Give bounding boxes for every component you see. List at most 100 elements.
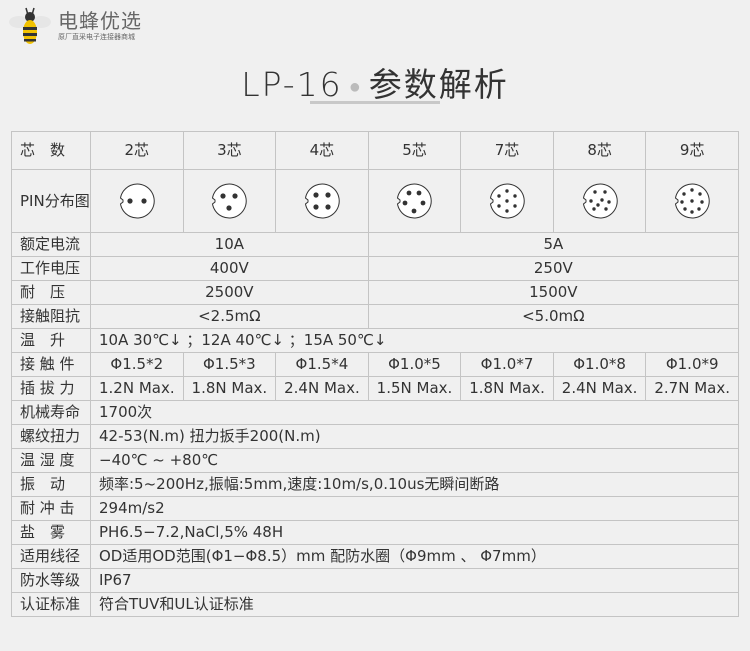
pin-dot [595,203,600,207]
pin-dot [313,204,319,210]
pin-dot [505,189,509,193]
core-count: 8芯 [552,131,647,170]
pin-dot [417,190,422,196]
pin-dot [513,204,517,208]
core-count: 4芯 [275,131,369,170]
table-row: 芯 数 2芯 3芯 4芯 5芯 7芯 8芯 9芯 [11,131,739,170]
cell-value: 1.8N Max. [182,376,277,401]
table-row: 工作电压 400V 250V [11,256,740,281]
pin-dot [497,204,501,208]
cell-value: 10A 30℃↓ ；12A 40℃↓ ；15A 50℃↓ [90,328,739,353]
table-row: 振 动频率:5~200Hz,振幅:5mm,速度:10m/s,0.10us无瞬间断… [11,472,739,497]
table-row: 耐 冲 击 294m/s2 [11,496,739,521]
pin-dot [325,192,331,198]
title-separator: ● [348,74,363,98]
pin-layout-8-icon [582,183,618,219]
table-row: 防水等级 IP67 [11,568,739,593]
row-label: 额定电流 [11,232,91,257]
core-count: 2芯 [90,131,184,170]
pin-dot [141,198,147,204]
row-label: 工作电压 [11,256,91,281]
pin-dot [412,208,417,214]
pin-dot [407,190,412,196]
row-label: 适用线径 [11,544,91,569]
pin-diagram-cell [90,169,184,233]
pin-diagram-cell [552,169,647,233]
spec-table: 芯 数 2芯 3芯 4芯 5芯 7芯 8芯 9芯 PIN分布图 额定电流 10A… [11,131,740,617]
pin-diagram-cell [367,169,462,233]
cell-value: PH6.5−7.2,NaCl,5% 48H [90,520,739,545]
pin-dot [698,192,702,196]
brand-slogan: 原厂直采电子连接器商城 [58,33,135,41]
table-row: 温 升 10A 30℃↓ ；12A 40℃↓ ；15A 50℃↓ [11,328,739,353]
pin-dot [232,193,238,199]
logo: 电蜂优选 原厂直采电子连接器商城 [8,6,142,46]
pin-layout-4-icon [304,183,340,219]
cell-value: 5A [367,232,740,257]
core-count: 5芯 [367,131,462,170]
cell-value: Φ1.0*9 [645,352,739,377]
table-row: 螺纹扭力 42-53(N.m) 扭力扳手200(N.m) [11,424,739,449]
row-label: 螺纹扭力 [11,424,91,449]
cell-value: 2.7N Max. [645,376,739,401]
cell-value: 1.5N Max. [367,376,462,401]
page-title: LP-16 ● 参数解析 [0,58,750,106]
cell-value: 2.4N Max. [552,376,647,401]
table-row: 温 湿 度 −40℃ ~ +80℃ [11,448,739,473]
pin-dot [682,192,686,196]
cell-value: OD适用OD范围(Φ1−Φ8.5）mm 配防水圈（Φ9mm 、 Φ7mm） [90,544,739,569]
pin-dot [697,207,701,211]
pin-dot [497,194,501,198]
row-label: 机械寿命 [11,400,91,425]
cell-value: Φ1.0*7 [460,352,554,377]
table-row: 盐 雾 PH6.5−7.2,NaCl,5% 48H [11,520,739,545]
cell-value: Φ1.0*5 [367,352,462,377]
pin-dot [602,190,607,194]
pin-dot [603,207,608,211]
pin-dot [127,198,133,204]
row-label: 耐 压 [11,280,91,305]
row-label: 温 湿 度 [11,448,91,473]
pin-diagram-cell [275,169,369,233]
table-row: 机械寿命 1700次 [11,400,739,425]
pin-layout-3-icon [212,183,248,219]
cell-value: <2.5mΩ [90,304,369,329]
pin-dot [505,209,509,213]
pin-dot [700,200,704,204]
core-count: 7芯 [460,131,554,170]
pin-dot [421,200,426,206]
brand-name: 电蜂优选 [58,9,142,33]
cell-value: 1700次 [90,400,739,425]
table-row: 额定电流 10A 5A [11,232,740,257]
row-label: PIN分布图 [11,169,91,233]
pin-layout-2-icon [119,183,155,219]
cell-value: 1.2N Max. [90,376,184,401]
cell-value: Φ1.5*4 [275,352,369,377]
cell-value: 符合TUV和UL认证标准 [90,592,739,617]
bee-logo-icon [9,7,51,44]
pin-diagram-cell [460,169,554,233]
cell-value: 频率:5~200Hz,振幅:5mm,速度:10m/s,0.10us无瞬间断路 [90,472,739,497]
pin-dot [592,190,597,194]
row-label: 接触阻抗 [11,304,91,329]
pin-dot [403,200,408,206]
table-row: 插 拔 力 1.2N Max. 1.8N Max. 2.4N Max. 1.5N Ma… [11,376,739,401]
pin-dot [599,198,604,202]
row-label: 耐 冲 击 [11,496,91,521]
title-underline [310,101,440,104]
pin-dot [591,207,596,211]
cell-value: Φ1.5*3 [182,352,277,377]
pin-dot [588,199,593,203]
table-row: 接 触 件 Φ1.5*2 Φ1.5*3 Φ1.5*4 Φ1.0*5 Φ1.0*7 Φ1.0… [11,352,739,377]
pin-dot [325,204,331,210]
row-label: 接 触 件 [11,352,91,377]
cell-value: 294m/s2 [90,496,739,521]
cell-value: 42-53(N.m) 扭力扳手200(N.m) [90,424,739,449]
cell-value: 2.4N Max. [275,376,369,401]
row-label: 温 升 [11,328,91,353]
cell-value: 2500V [90,280,369,305]
core-count: 9芯 [645,131,739,170]
cell-value: 250V [367,256,740,281]
cell-value: 10A [90,232,369,257]
cell-value: Φ1.5*2 [90,352,184,377]
